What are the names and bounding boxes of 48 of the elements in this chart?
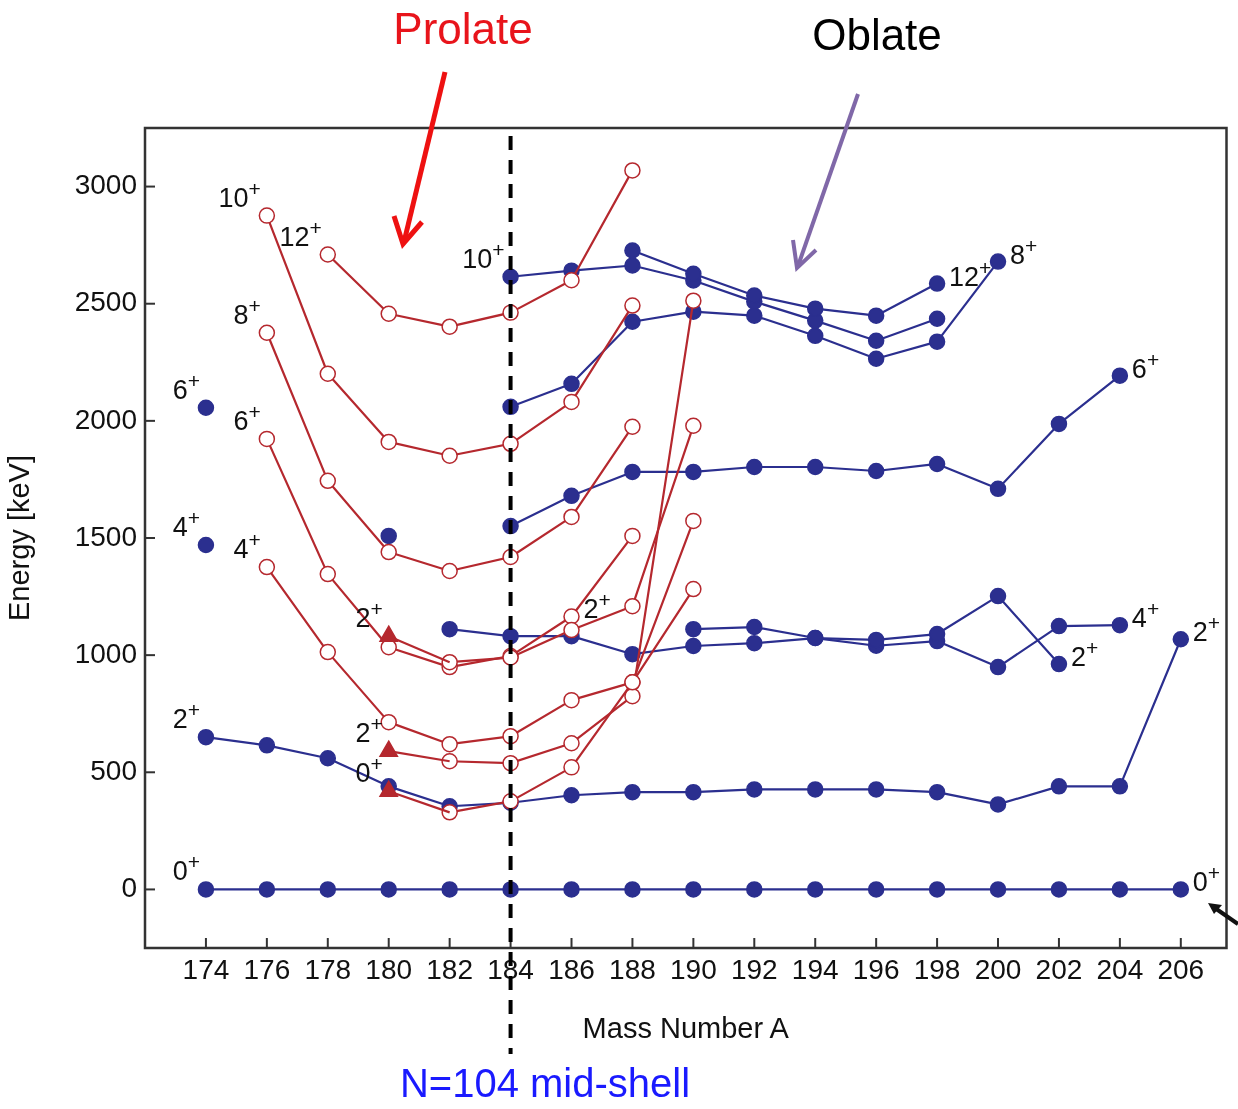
x-tick-label: 200 <box>974 953 1022 985</box>
x-tick-label: 180 <box>365 953 413 985</box>
x-tick-label: 206 <box>1157 953 1205 985</box>
y-tick-label: 0 <box>121 872 137 904</box>
y-tick-label: 1500 <box>74 520 137 552</box>
y-tick-label: 500 <box>90 755 137 786</box>
annotation: 4+ <box>1131 597 1160 634</box>
x-axis-title: Mass Number A <box>582 1011 790 1044</box>
annotation: 2+ <box>1070 636 1099 673</box>
annotation: 0+ <box>172 850 200 887</box>
x-tick-label: 196 <box>852 953 900 985</box>
annotation: 10+ <box>462 237 505 274</box>
x-tick-label: 176 <box>243 953 291 985</box>
annotation: 2+ <box>583 588 611 625</box>
y-tick-label: 2000 <box>74 403 137 435</box>
x-tick-label: 182 <box>426 953 474 985</box>
annotation: 4+ <box>233 528 261 565</box>
y-tick-label: 1000 <box>74 637 137 669</box>
x-tick-label: 178 <box>304 953 352 985</box>
y-tick-label: 3000 <box>74 169 137 201</box>
x-tick-label: 198 <box>913 953 961 985</box>
annotation: 8+ <box>1010 233 1038 270</box>
annotation: 2+ <box>1192 611 1221 648</box>
x-tick-label: 174 <box>182 953 230 985</box>
x-tick-label: 192 <box>730 953 778 985</box>
annotation: 0+ <box>1192 861 1221 898</box>
annotation: 12+ <box>279 215 322 252</box>
annotation: 10+ <box>218 176 261 213</box>
annotation: 6+ <box>233 399 261 436</box>
annotation: 6+ <box>1131 347 1160 384</box>
annotation: 2+ <box>172 698 200 735</box>
y-axis-title: Energy [keV] <box>3 454 36 622</box>
text: Oblate <box>812 9 942 61</box>
x-tick-label: 194 <box>791 953 839 985</box>
text: N=104 mid-shell <box>399 1060 691 1106</box>
annotation: 12+ <box>949 255 992 292</box>
x-tick-label: 204 <box>1096 953 1144 985</box>
text: Prolate <box>393 3 533 55</box>
x-tick-label: 202 <box>1035 953 1083 985</box>
x-tick-label: 186 <box>548 953 595 985</box>
annotation: 8+ <box>233 293 261 330</box>
x-tick-label: 184 <box>487 953 534 985</box>
annotation: 6+ <box>172 368 200 405</box>
y-tick-label: 2500 <box>74 286 137 318</box>
x-tick-label: 188 <box>609 953 656 985</box>
x-tick-label: 190 <box>670 953 717 985</box>
annotation: 2+ <box>355 712 383 749</box>
annotation: 4+ <box>172 506 200 543</box>
